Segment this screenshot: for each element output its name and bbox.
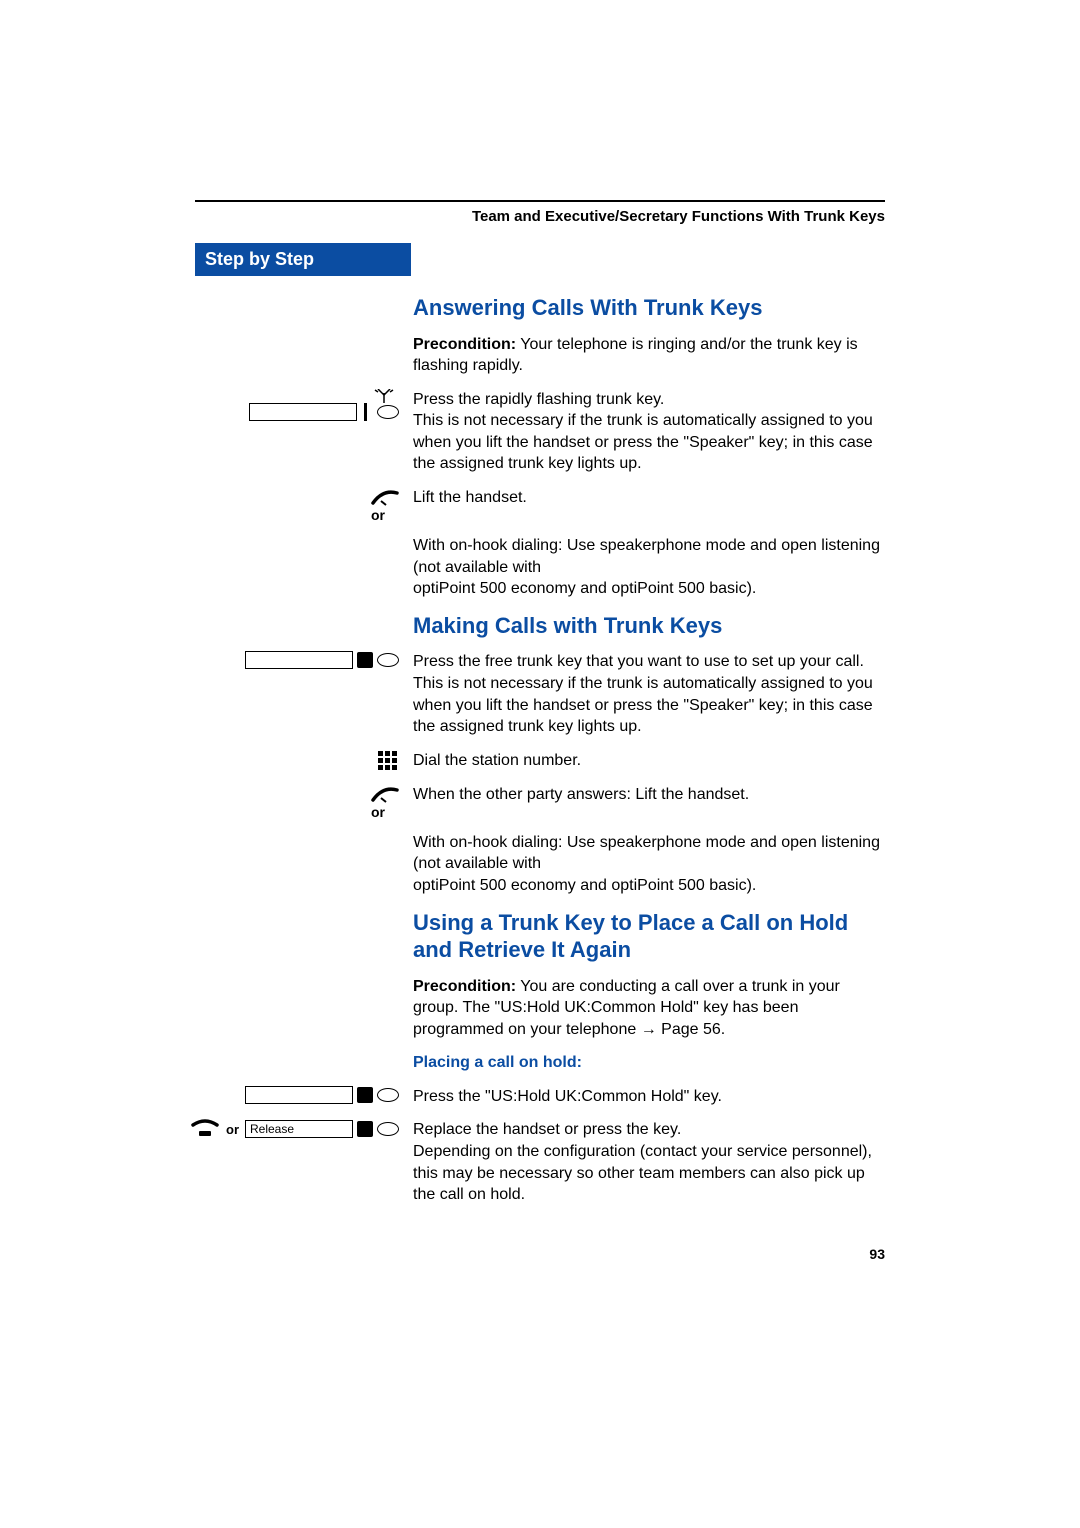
section-heading-answering: Answering Calls With Trunk Keys bbox=[413, 294, 885, 322]
precondition-answering: Precondition: Your telephone is ringing … bbox=[413, 334, 885, 377]
press-free-trunk-key: Press the free trunk key that you want t… bbox=[413, 651, 885, 737]
trunk-key-flashing-icon bbox=[249, 389, 399, 421]
section-heading-making: Making Calls with Trunk Keys bbox=[413, 612, 885, 640]
running-head: Team and Executive/Secretary Functions W… bbox=[195, 208, 885, 225]
release-key-label: Release bbox=[245, 1120, 353, 1138]
arrow-glyph: → bbox=[641, 1021, 657, 1038]
document-page: Team and Executive/Secretary Functions W… bbox=[0, 0, 1080, 1322]
precondition-hold: Precondition: You are conducting a call … bbox=[413, 976, 885, 1041]
onhook-making: With on-hook dialing: Use speakerphone m… bbox=[413, 832, 885, 897]
keypad-icon bbox=[377, 750, 399, 772]
or-label: or bbox=[371, 804, 399, 820]
section-heading-hold: Using a Trunk Key to Place a Call on Hol… bbox=[413, 909, 885, 964]
press-flashing-trunk-key: Press the rapidly flashing trunk key. Th… bbox=[413, 389, 885, 475]
placing-call-on-hold-heading: Placing a call on hold: bbox=[413, 1052, 885, 1074]
lift-handset-icon bbox=[371, 487, 399, 507]
precondition-label: Precondition: bbox=[413, 336, 516, 353]
key-oval bbox=[377, 405, 399, 419]
key-rect bbox=[249, 403, 357, 421]
dial-station-number: Dial the station number. bbox=[413, 750, 885, 772]
page-ref-link[interactable]: Page 56 bbox=[661, 1021, 721, 1038]
step-by-step-bar: Step by Step bbox=[195, 243, 411, 276]
replace-handset-icon bbox=[190, 1119, 220, 1139]
precondition-text-b: . bbox=[721, 1021, 725, 1038]
hold-key-icon bbox=[245, 1086, 399, 1104]
precondition-label: Precondition: bbox=[413, 978, 516, 995]
release-key-icon: Release bbox=[245, 1120, 399, 1138]
header-rule bbox=[195, 200, 885, 202]
or-label: or bbox=[371, 507, 399, 523]
page-number: 93 bbox=[195, 1246, 885, 1262]
lift-handset-text: Lift the handset. bbox=[413, 487, 885, 509]
trunk-key-icon bbox=[245, 651, 399, 669]
or-label: or bbox=[226, 1122, 239, 1137]
other-party-answers: When the other party answers: Lift the h… bbox=[413, 784, 885, 806]
replace-handset-text: Replace the handset or press the key. De… bbox=[413, 1119, 885, 1205]
replace-handset-or-release: or Release bbox=[190, 1119, 399, 1139]
lift-handset-icon bbox=[371, 784, 399, 804]
onhook-answering: With on-hook dialing: Use speakerphone m… bbox=[413, 535, 885, 600]
press-hold-key: Press the "US:Hold UK:Common Hold" key. bbox=[413, 1086, 885, 1108]
